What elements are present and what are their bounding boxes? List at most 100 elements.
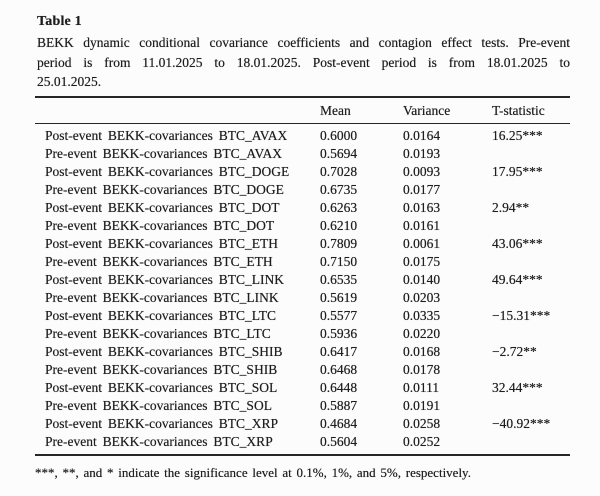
cell-variance: 0.0193: [403, 145, 441, 161]
cell-variance: 0.0061: [403, 235, 441, 251]
table-row: Pre-event BEKK-covariances BTC_LTC 0.5936…: [35, 325, 570, 343]
cell-t_statistic: [492, 253, 570, 271]
cell-variance: 0.0164: [403, 127, 441, 143]
cell-t_statistic: [492, 325, 570, 343]
table-label: Table 1: [37, 14, 82, 29]
cell-variance: 0.0252: [403, 433, 441, 449]
table-row: Post-event BEKK-covariances BTC_AVAX 0.60…: [35, 123, 570, 145]
cell-mean: 0.7809: [320, 235, 358, 251]
cell-variance: 0.0168: [403, 343, 441, 359]
cell-t_statistic: [492, 217, 570, 235]
cell-mean: 0.6210: [320, 217, 358, 233]
cell-mean: 0.7028: [320, 163, 358, 179]
header-row: Mean Variance T-statistic: [35, 97, 570, 124]
table-body: Post-event BEKK-covariances BTC_AVAX 0.60…: [35, 123, 570, 455]
cell-mean: 0.6000: [320, 127, 358, 143]
col-header-variance: Variance: [403, 102, 451, 118]
cell-label: Pre-event BEKK-covariances BTC_ETH: [45, 253, 273, 269]
cell-variance: 0.0258: [403, 415, 441, 431]
cell-mean: 0.6448: [320, 379, 358, 395]
cell-t_statistic: 32.44***: [492, 379, 543, 395]
cell-t_statistic: −15.31***: [492, 307, 551, 323]
cell-mean: 0.6735: [320, 181, 358, 197]
table-row: Post-event BEKK-covariances BTC_DOGE 0.70…: [35, 163, 570, 181]
col-header-row-label: [35, 97, 320, 124]
table-row: Pre-event BEKK-covariances BTC_SHIB 0.646…: [35, 361, 570, 379]
table-row: Pre-event BEKK-covariances BTC_LINK 0.561…: [35, 289, 570, 307]
cell-mean: 0.5604: [320, 433, 358, 449]
document-page: Table 1 BEKK dynamic conditional covaria…: [35, 13, 570, 481]
cell-mean: 0.6468: [320, 361, 358, 377]
cell-t_statistic: [492, 145, 570, 163]
col-header-mean: Mean: [320, 102, 351, 118]
table-row: Pre-event BEKK-covariances BTC_SOL 0.5887…: [35, 397, 570, 415]
cell-t_statistic: [492, 361, 570, 379]
cell-t_statistic: 49.64***: [492, 271, 543, 287]
cell-mean: 0.5577: [320, 307, 358, 323]
table-row: Post-event BEKK-covariances BTC_XRP 0.468…: [35, 415, 570, 433]
cell-variance: 0.0220: [403, 325, 441, 341]
cell-mean: 0.7150: [320, 253, 358, 269]
cell-label: Post-event BEKK-covariances BTC_XRP: [45, 415, 278, 431]
covariance-table: Mean Variance T-statistic Post-event BEK…: [35, 95, 570, 456]
cell-mean: 0.5936: [320, 325, 358, 341]
cell-label: Post-event BEKK-covariances BTC_AVAX: [45, 127, 288, 143]
cell-variance: 0.0111: [403, 379, 440, 395]
cell-label: Pre-event BEKK-covariances BTC_DOGE: [45, 181, 284, 197]
cell-mean: 0.6417: [320, 343, 358, 359]
table-row: Post-event BEKK-covariances BTC_SHIB 0.64…: [35, 343, 570, 361]
cell-label: Post-event BEKK-covariances BTC_LINK: [45, 271, 284, 287]
cell-label: Pre-event BEKK-covariances BTC_DOT: [45, 217, 275, 233]
cell-variance: 0.0140: [403, 271, 441, 287]
cell-mean: 0.5887: [320, 397, 358, 413]
table-row: Pre-event BEKK-covariances BTC_XRP 0.5604…: [35, 433, 570, 455]
cell-mean: 0.4684: [320, 415, 358, 431]
cell-t_statistic: [492, 289, 570, 307]
cell-label: Pre-event BEKK-covariances BTC_SOL: [45, 397, 272, 413]
cell-label: Post-event BEKK-covariances BTC_ETH: [45, 235, 278, 251]
cell-variance: 0.0335: [403, 307, 441, 323]
cell-variance: 0.0161: [403, 217, 441, 233]
cell-t_statistic: −2.72**: [492, 343, 537, 359]
table-row: Post-event BEKK-covariances BTC_DOT 0.626…: [35, 199, 570, 217]
cell-t_statistic: 17.95***: [492, 163, 543, 179]
cell-label: Pre-event BEKK-covariances BTC_XRP: [45, 433, 273, 449]
cell-t_statistic: 16.25***: [492, 127, 543, 143]
cell-mean: 0.6535: [320, 271, 358, 287]
col-header-t-statistic: T-statistic: [492, 102, 545, 118]
table-row: Post-event BEKK-covariances BTC_SOL 0.644…: [35, 379, 570, 397]
table-row: Post-event BEKK-covariances BTC_ETH 0.780…: [35, 235, 570, 253]
cell-label: Pre-event BEKK-covariances BTC_LTC: [45, 325, 271, 341]
cell-label: Post-event BEKK-covariances BTC_SHIB: [45, 343, 283, 359]
table-caption: BEKK dynamic conditional covariance coef…: [37, 33, 570, 92]
cell-variance: 0.0093: [403, 163, 441, 179]
caption-line: period is from 11.01.2025 to 18.01.2025.…: [37, 54, 570, 70]
cell-mean: 0.5619: [320, 289, 358, 305]
cell-t_statistic: 43.06***: [492, 235, 543, 251]
table-row: Pre-event BEKK-covariances BTC_DOT 0.6210…: [35, 217, 570, 235]
table-row: Pre-event BEKK-covariances BTC_ETH 0.7150…: [35, 253, 570, 271]
table-row: Post-event BEKK-covariances BTC_LTC 0.557…: [35, 307, 570, 325]
cell-variance: 0.0177: [403, 181, 441, 197]
cell-mean: 0.6263: [320, 199, 358, 215]
cell-variance: 0.0163: [403, 199, 441, 215]
cell-label: Post-event BEKK-covariances BTC_LTC: [45, 307, 276, 323]
table-row: Pre-event BEKK-covariances BTC_AVAX 0.569…: [35, 145, 570, 163]
cell-label: Post-event BEKK-covariances BTC_DOT: [45, 199, 280, 215]
cell-t_statistic: [492, 181, 570, 199]
cell-variance: 0.0191: [403, 397, 441, 413]
cell-label: Pre-event BEKK-covariances BTC_AVAX: [45, 145, 282, 161]
cell-t_statistic: −40.92***: [492, 415, 551, 431]
cell-variance: 0.0175: [403, 253, 441, 269]
cell-mean: 0.5694: [320, 145, 358, 161]
significance-footnote: ***, **, and * indicate the significance…: [35, 464, 471, 480]
cell-t_statistic: [492, 433, 570, 455]
cell-variance: 0.0178: [403, 361, 441, 377]
cell-label: Post-event BEKK-covariances BTC_DOGE: [45, 163, 290, 179]
table-row: Post-event BEKK-covariances BTC_LINK 0.65…: [35, 271, 570, 289]
cell-t_statistic: [492, 397, 570, 415]
cell-label: Pre-event BEKK-covariances BTC_SHIB: [45, 361, 278, 377]
cell-t_statistic: 2.94**: [492, 199, 530, 215]
caption-line: BEKK dynamic conditional covariance coef…: [37, 35, 570, 50]
cell-label: Pre-event BEKK-covariances BTC_LINK: [45, 289, 279, 305]
